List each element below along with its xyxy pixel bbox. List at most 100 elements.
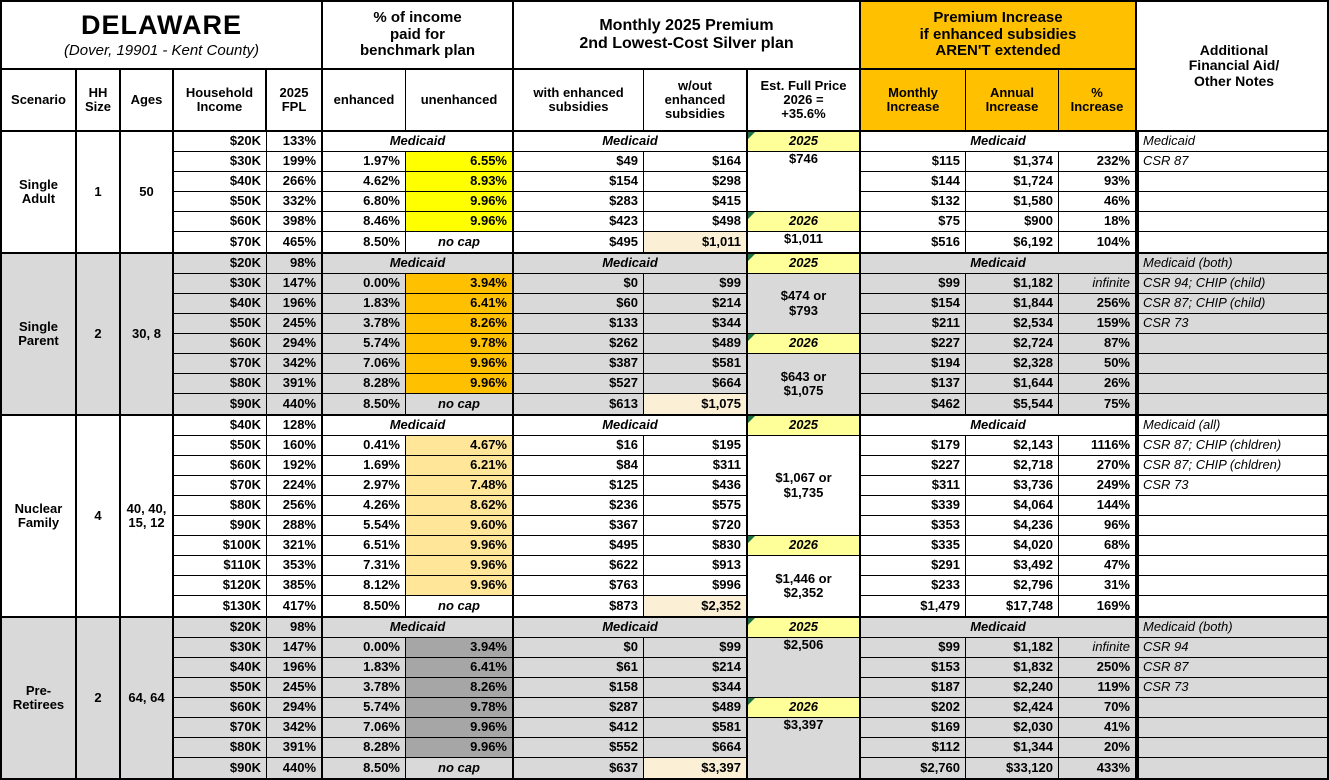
unenhanced-pct-cell: 6.21% — [406, 456, 514, 476]
data-rows: $40K 128% Medicaid Medicaid $50K 160% 0.41% 4.6… — [174, 416, 748, 616]
with-subsidies-cell: $84 — [514, 456, 644, 476]
with-subsidies-cell: $125 — [514, 476, 644, 496]
table-row: $70K 465% 8.50% no cap $495 $1,011 — [174, 232, 748, 252]
medicaid-merged-benchmark: Medicaid — [323, 132, 514, 152]
table-row: $60K 398% 8.46% 9.96% $423 $498 — [174, 212, 748, 232]
household-income-cell: $130K — [174, 596, 267, 616]
hh-size-value: 4 — [77, 416, 121, 616]
without-subsidies-cell: $2,352 — [644, 596, 748, 616]
cell-flag-triangle-icon — [748, 254, 755, 261]
increase-row: $99 $1,182 infinite — [861, 638, 1137, 658]
pct-increase-cell: 119% — [1059, 678, 1137, 698]
with-subsidies-cell: $552 — [514, 738, 644, 758]
increase-row: $233 $2,796 31% — [861, 576, 1137, 596]
with-subsidies-cell: $412 — [514, 718, 644, 738]
with-subsidies-cell: $763 — [514, 576, 644, 596]
notes-cell — [1139, 374, 1329, 394]
enhanced-pct-cell: 5.74% — [323, 698, 406, 718]
unenhanced-pct-cell: 8.26% — [406, 678, 514, 698]
annual-increase-cell: $1,844 — [966, 294, 1059, 314]
notes-cell: CSR 73 — [1139, 678, 1329, 698]
with-subsidies-cell: $283 — [514, 192, 644, 212]
increase-row: $211 $2,534 159% — [861, 314, 1137, 334]
scenario-label: Nuclear Family — [2, 416, 77, 616]
with-subsidies-cell: $387 — [514, 354, 644, 374]
table-body: Single Adult 1 50 $20K 133% Medicaid Medicaid $… — [2, 132, 1329, 778]
without-subsidies-cell: $664 — [644, 374, 748, 394]
monthly-increase-cell: $154 — [861, 294, 966, 314]
monthly-increase-cell: $187 — [861, 678, 966, 698]
household-income-cell: $60K — [174, 334, 267, 354]
unenhanced-pct-cell: 3.94% — [406, 274, 514, 294]
unenhanced-pct-cell: no cap — [406, 232, 514, 252]
without-subsidies-cell: $298 — [644, 172, 748, 192]
increase-row: $291 $3,492 47% — [861, 556, 1137, 576]
annual-increase-cell: $1,724 — [966, 172, 1059, 192]
enhanced-pct-cell: 7.31% — [323, 556, 406, 576]
with-subsidies-cell: $423 — [514, 212, 644, 232]
col-header-unenhanced: unenhanced — [406, 70, 514, 130]
unenhanced-pct-cell: 9.96% — [406, 192, 514, 212]
table-row: $50K 160% 0.41% 4.67% $16 $195 — [174, 436, 748, 456]
monthly-increase-cell: $144 — [861, 172, 966, 192]
fpl-cell: 440% — [267, 394, 323, 414]
unenhanced-pct-cell: 9.96% — [406, 576, 514, 596]
medicaid-merged-benchmark: Medicaid — [323, 618, 514, 638]
household-income-cell: $20K — [174, 254, 267, 274]
household-income-cell: $30K — [174, 274, 267, 294]
unenhanced-pct-cell: 9.96% — [406, 212, 514, 232]
medicaid-merged-premium: Medicaid — [514, 618, 748, 638]
unenhanced-pct-cell: 9.96% — [406, 354, 514, 374]
increase-row: $144 $1,724 93% — [861, 172, 1137, 192]
medicaid-merged-increase: Medicaid — [861, 254, 1137, 274]
household-income-cell: $80K — [174, 496, 267, 516]
without-subsidies-cell: $720 — [644, 516, 748, 536]
col-header-scenario: Scenario — [2, 70, 77, 130]
table-row: $30K 147% 0.00% 3.94% $0 $99 — [174, 274, 748, 294]
pct-increase-cell: 20% — [1059, 738, 1137, 758]
fpl-cell: 385% — [267, 576, 323, 596]
annual-increase-cell: $6,192 — [966, 232, 1059, 252]
increase-row: $153 $1,832 250% — [861, 658, 1137, 678]
fpl-cell: 245% — [267, 678, 323, 698]
notes-cell: CSR 87; CHIP (chldren) — [1139, 436, 1329, 456]
est-price-value: $474 or $793 — [748, 274, 859, 334]
notes-cell: Medicaid (all) — [1139, 416, 1329, 436]
table-row: $80K 256% 4.26% 8.62% $236 $575 — [174, 496, 748, 516]
table-header: DELAWARE (Dover, 19901 - Kent County) % … — [2, 2, 1327, 132]
notes-column: Medicaid (both) CSR 94; CHIP (child) CSR 8… — [1137, 254, 1329, 414]
scenario-label: Single Parent — [2, 254, 77, 414]
pct-increase-cell: 26% — [1059, 374, 1137, 394]
annual-increase-cell: $3,736 — [966, 476, 1059, 496]
pct-increase-cell: 250% — [1059, 658, 1137, 678]
increase-row: $75 $900 18% — [861, 212, 1137, 232]
household-income-cell: $70K — [174, 232, 267, 252]
increase-row: $335 $4,020 68% — [861, 536, 1137, 556]
monthly-increase-cell: $112 — [861, 738, 966, 758]
notes-cell — [1139, 576, 1329, 596]
increase-row: Medicaid — [861, 618, 1137, 638]
enhanced-pct-cell: 1.97% — [323, 152, 406, 172]
fpl-cell: 266% — [267, 172, 323, 192]
monthly-increase-cell: $516 — [861, 232, 966, 252]
without-subsidies-cell: $489 — [644, 334, 748, 354]
pct-increase-cell: 96% — [1059, 516, 1137, 536]
with-subsidies-cell: $622 — [514, 556, 644, 576]
increase-rows: Medicaid $115 $1,374 232% $144 $1,724 93% $132 $… — [861, 132, 1137, 252]
enhanced-pct-cell: 0.00% — [323, 274, 406, 294]
without-subsidies-cell: $581 — [644, 718, 748, 738]
table-row: $70K 342% 7.06% 9.96% $412 $581 — [174, 718, 748, 738]
col-header-ages: Ages — [121, 70, 174, 130]
cell-flag-triangle-icon — [748, 618, 755, 625]
without-subsidies-cell: $3,397 — [644, 758, 748, 778]
notes-cell — [1139, 496, 1329, 516]
ages-value: 50 — [121, 132, 174, 252]
table-row: $20K 133% Medicaid Medicaid — [174, 132, 748, 152]
state-title-cell: DELAWARE (Dover, 19901 - Kent County) — [2, 2, 323, 70]
medicaid-merged-premium: Medicaid — [514, 132, 748, 152]
notes-cell: CSR 87; CHIP (child) — [1139, 294, 1329, 314]
unenhanced-pct-cell: no cap — [406, 596, 514, 616]
increase-row: $154 $1,844 256% — [861, 294, 1137, 314]
increase-row: $194 $2,328 50% — [861, 354, 1137, 374]
